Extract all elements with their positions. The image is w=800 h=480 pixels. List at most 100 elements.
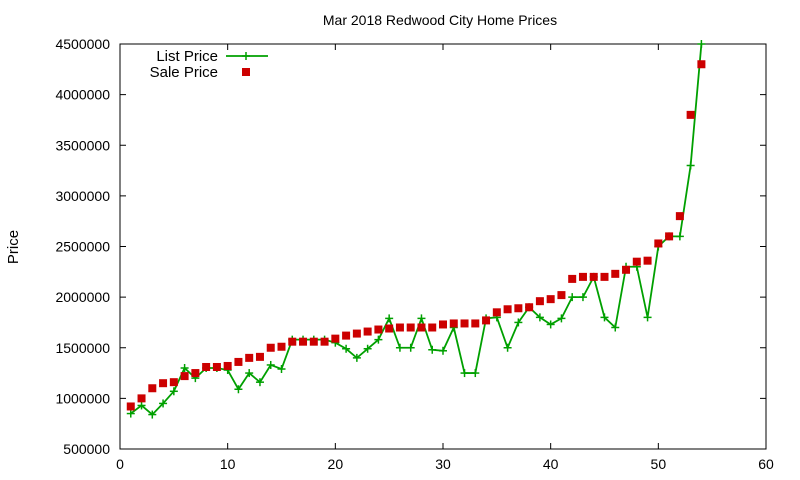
list-price-point [675,232,684,241]
sale-price-point [686,110,695,119]
sale-price-point [492,308,501,317]
series-layer [126,40,706,419]
list-price-point [460,369,469,378]
legend: List Price Sale Price [150,48,268,81]
sale-price-point [449,319,458,328]
sale-price-point [654,239,663,248]
legend-swatch-sale-price [242,68,250,76]
x-tick-label: 10 [220,456,236,472]
y-tick-label: 1500000 [55,340,110,356]
list-price-point [471,369,480,378]
list-price-point [169,387,178,396]
list-price-point [428,345,437,354]
list-price-point [137,401,146,410]
x-tick-label: 0 [116,456,124,472]
y-tick-label: 500000 [63,441,110,457]
sale-price-point [406,323,415,332]
sale-price-point [159,379,168,388]
list-price-point [255,378,264,387]
list-price-line [130,43,703,416]
sale-price-point [234,357,243,366]
sale-price-point [266,343,275,352]
list-price-point [374,335,383,344]
sale-price-point [611,269,620,278]
sale-price-point [622,265,631,274]
sale-price-point [202,362,211,371]
y-tick-label: 2500000 [55,239,110,255]
sale-price-point [395,323,404,332]
list-price-point [342,344,351,353]
list-price-point [406,343,415,352]
legend-label-sale-price: Sale Price [150,64,218,81]
sale-price-point [568,274,577,283]
x-tick-label: 50 [651,456,667,472]
sale-price-point [223,361,232,370]
sale-price-point [535,297,544,306]
sale-price-point [578,272,587,281]
list-price-point [126,409,135,418]
list-price-point [417,314,426,323]
sale-price-point [643,256,652,265]
sale-price-point [309,337,318,346]
y-tick-label: 2000000 [55,289,110,305]
list-price-point [180,364,189,372]
list-price-point [352,353,361,362]
list-price-point [234,385,243,394]
sale-price-point [320,337,329,346]
sale-price-point [137,394,146,403]
sale-price-point [342,331,351,340]
sale-price-point [482,316,491,325]
list-price-point [148,410,157,419]
list-price-point [159,399,168,408]
legend-swatch-list-price-marker [242,52,250,60]
sale-price-point [245,353,254,362]
sale-price-point [557,291,566,300]
sale-price-point [589,272,598,281]
sale-price-point [503,305,512,314]
sale-price-point [600,272,609,281]
plot-area [119,43,767,450]
sale-price-point [514,304,523,313]
list-price-point [277,365,286,374]
x-tick-label: 40 [543,456,559,472]
y-tick-label: 1000000 [55,390,110,406]
sale-price-point [288,337,297,346]
list-price-point [686,161,695,170]
sale-price-point [632,257,641,266]
list-price-point [439,346,447,355]
y-tick-label: 3500000 [55,137,110,153]
list-price-point [385,314,394,323]
sale-price-point [525,303,534,312]
list-price-point [395,343,404,352]
sale-price-point [299,337,308,346]
sale-price-point [277,342,286,351]
sale-price-point [374,325,383,334]
sale-price-point [471,319,480,328]
list-price-point [546,320,555,329]
chart-title: Mar 2018 Redwood City Home Prices [323,12,557,28]
sale-price-point [665,232,674,241]
y-axis-label: Price [5,230,22,264]
sale-price-point [675,212,684,221]
list-price-point [600,313,609,322]
sale-price-point [331,334,340,343]
sale-price-point [169,378,178,387]
list-price-point [568,293,577,302]
y-tick-label: 3000000 [55,188,110,204]
sale-price-point [697,60,706,69]
sale-price-point [255,352,264,361]
list-price-point [514,318,523,327]
list-price-point [245,369,254,378]
sale-price-point [352,329,361,338]
x-tick-label: 30 [435,456,451,472]
sale-price-point [212,362,221,371]
sale-price-point [428,323,437,332]
sale-price-point [460,319,469,328]
sale-price-point [191,369,200,378]
y-tick-label: 4000000 [55,87,110,103]
legend-label-list-price: List Price [156,48,218,65]
axis-ticks: 0 10 20 30 40 50 60 500000 1000000 1500000 2000000… [55,36,774,472]
list-price-point [578,293,587,302]
list-price-point [266,360,275,369]
